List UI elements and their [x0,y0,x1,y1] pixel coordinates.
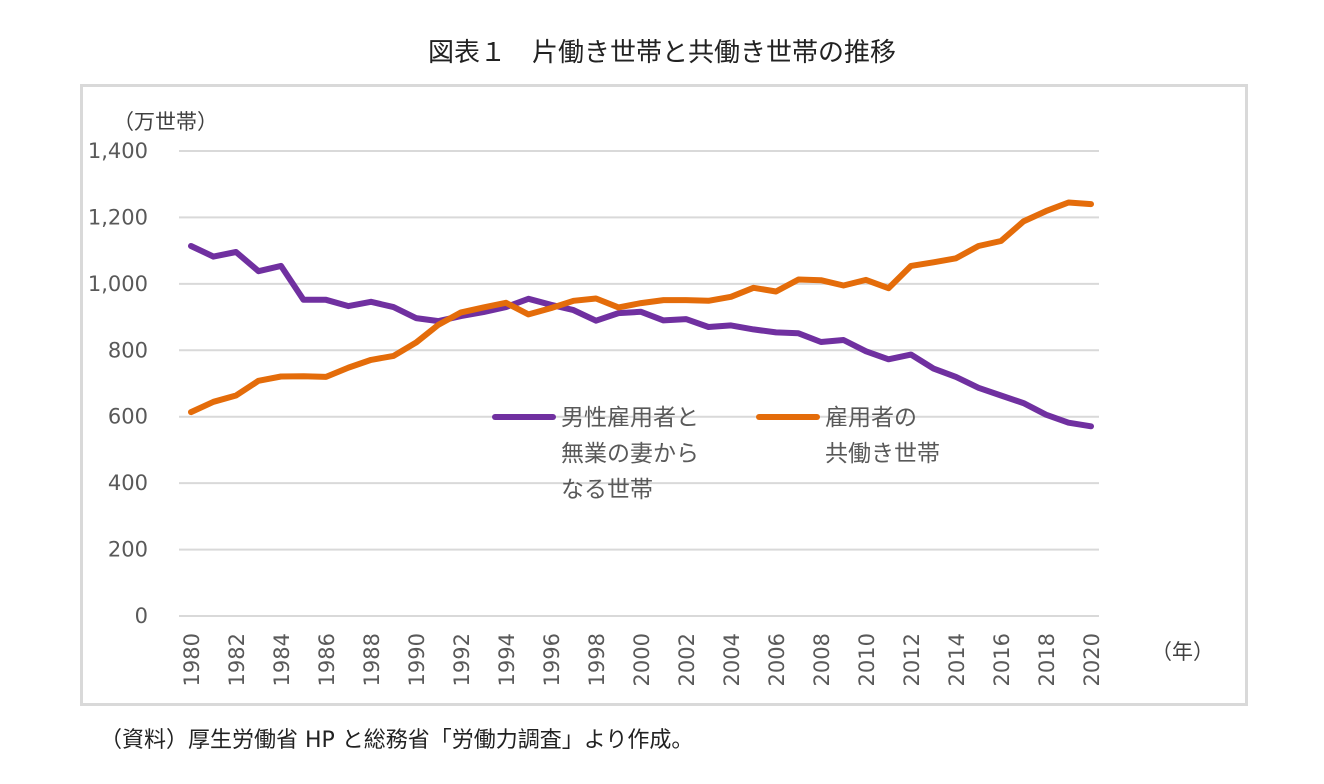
legend-label-dual-earner-line2: 共働き世帯 [825,441,940,467]
x-tick-label: 1992 [450,633,474,686]
x-tick-label: 2004 [720,633,744,686]
y-tick-label: 600 [108,405,148,429]
x-tick-label: 1994 [495,633,519,686]
y-tick-label: 400 [108,471,148,495]
x-tick-label: 1990 [405,633,429,686]
chart-area: 0 200 400 600 800 1,000 1,200 1,400 1980 1982 198… [80,84,1248,706]
series-lines [188,199,1094,430]
x-tick-label: 2018 [1035,633,1059,686]
y-tick-label: 200 [108,538,148,562]
x-tick-label: 2008 [810,633,834,686]
y-tick-label: 1,200 [88,205,148,229]
y-tick-label: 0 [135,604,148,628]
legend-label-male-single-earner-line2: 無業の妻から [561,441,699,467]
x-tick-label: 2012 [900,633,924,686]
legend-label-male-single-earner-line1: 男性雇用者と [561,405,699,431]
y-axis-ticks: 0 200 400 600 800 1,000 1,200 1,400 [88,139,148,628]
x-tick-label: 2016 [990,633,1014,686]
grid-lines [179,150,1099,617]
y-tick-label: 1,400 [88,139,148,163]
x-tick-label: 1998 [585,633,609,686]
x-tick-label: 1980 [180,633,204,686]
x-tick-label: 2014 [945,633,969,686]
x-tick-label: 1984 [270,633,294,686]
source-note: （資料）厚生労働省 HP と総務省「労働力調査」より作成。 [100,728,694,753]
x-tick-label: 1986 [315,633,339,686]
x-axis-unit-label: （年） [1151,640,1214,664]
x-tick-label: 2010 [855,633,879,686]
x-tick-label: 2002 [675,633,699,686]
y-axis-unit-label: （万世帯） [113,110,218,134]
x-tick-label: 2006 [765,633,789,686]
chart-title: 図表１ 片働き世帯と共働き世帯の推移 [427,38,896,68]
x-tick-label: 1982 [225,633,249,686]
x-tick-label: 2020 [1080,633,1104,686]
x-tick-label: 2000 [630,633,654,686]
x-axis-ticks: 1980 1982 1984 1986 1988 1990 1992 1994 1996 1998… [180,633,1104,686]
legend: 男性雇用者と 無業の妻から なる世帯 雇用者の 共働き世帯 [492,405,940,503]
series-line-dual-earner [188,199,1094,416]
y-tick-label: 800 [108,338,148,362]
series-line-male-single-earner [188,243,1094,430]
x-tick-label: 1988 [360,633,384,686]
legend-label-male-single-earner-line3: なる世帯 [561,477,653,503]
y-tick-label: 1,000 [88,272,148,296]
x-tick-label: 1996 [540,633,564,686]
legend-label-dual-earner-line1: 雇用者の [825,405,917,431]
